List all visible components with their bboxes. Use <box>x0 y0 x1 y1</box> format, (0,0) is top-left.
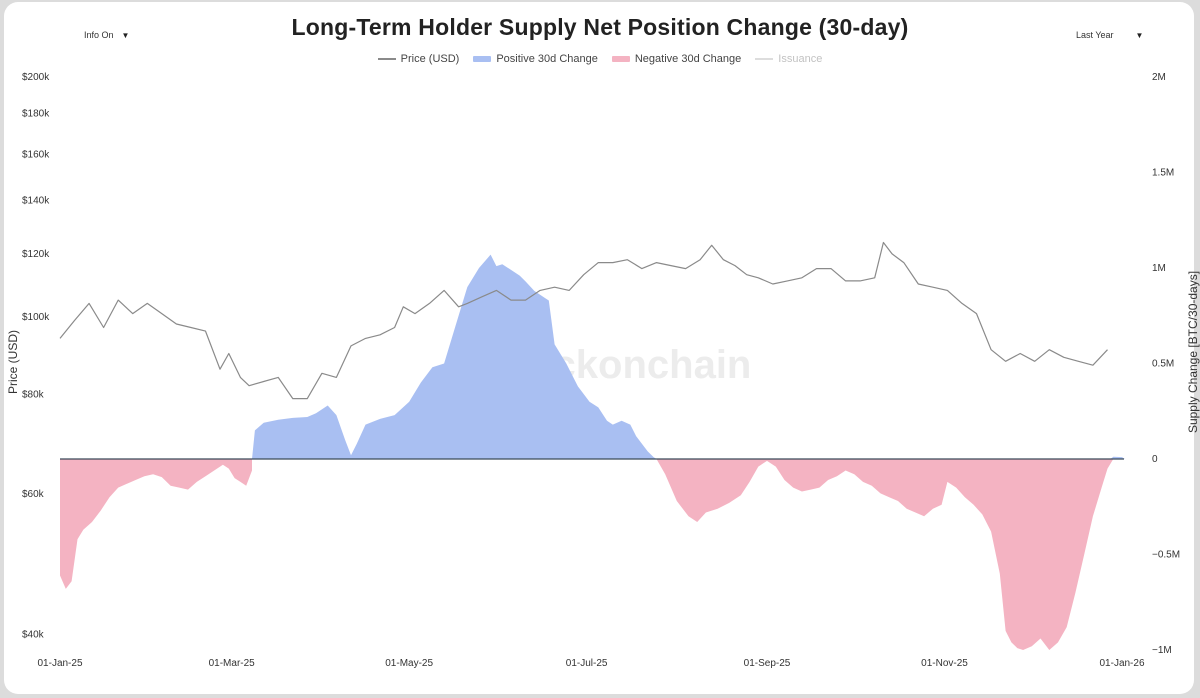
x-tick-label: 01-Jan-26 <box>1099 658 1144 669</box>
right-tick-label: 1.5M <box>1152 168 1174 179</box>
negative-area-3 <box>656 459 1114 650</box>
chart-title: Long-Term Holder Supply Net Position Cha… <box>291 14 909 40</box>
info-toggle-label: Info On <box>84 30 114 40</box>
legend-label-issuance: Issuance <box>778 53 823 65</box>
chevron-down-icon: ▼ <box>121 30 130 40</box>
x-tick-label: 01-Nov-25 <box>921 658 968 669</box>
left-tick-label: $80k <box>22 389 45 400</box>
left-tick-label: $140k <box>22 195 50 206</box>
legend-item-issuance[interactable]: Issuance <box>755 53 822 65</box>
chart-legend: Price (USD) Positive 30d Change Negative… <box>0 53 1200 65</box>
x-tick-label: 01-Mar-25 <box>209 658 256 669</box>
right-axis-title: Supply Change [BTC/30-days] <box>1186 271 1200 433</box>
legend-item-positive[interactable]: Positive 30d Change <box>473 53 598 65</box>
legend-swatch-price <box>377 58 396 60</box>
legend-item-negative[interactable]: Negative 30d Change <box>611 53 742 65</box>
left-tick-label: $160k <box>22 149 50 160</box>
legend-label-negative: Negative 30d Change <box>634 53 742 65</box>
x-tick-label: 01-Sep-25 <box>744 658 791 669</box>
legend-swatch-issuance <box>755 58 774 60</box>
left-tick-label: $180k <box>22 108 50 119</box>
legend-swatch-positive <box>473 56 492 62</box>
right-tick-label: 0 <box>1152 454 1158 465</box>
positive-area-1 <box>252 254 657 459</box>
x-tick-label: 01-Jan-25 <box>37 658 82 669</box>
range-dropdown[interactable]: Last Year ▼ <box>1076 30 1143 40</box>
left-tick-label: $60k <box>22 489 45 500</box>
price-line <box>59 241 1108 400</box>
right-tick-label: 1M <box>1152 263 1166 274</box>
right-tick-label: −0.5M <box>1152 550 1180 561</box>
left-axis-title: Price (USD) <box>6 330 20 394</box>
right-tick-label: −1M <box>1152 645 1172 656</box>
legend-item-price[interactable]: Price (USD) <box>377 53 460 65</box>
negative-area-2 <box>60 459 252 589</box>
left-tick-label: $120k <box>22 249 50 260</box>
chart-card <box>4 2 1194 694</box>
chevron-down-icon: ▼ <box>1135 30 1144 40</box>
legend-label-positive: Positive 30d Change <box>496 53 598 65</box>
legend-swatch-negative <box>611 56 630 62</box>
range-dropdown-label: Last Year <box>1076 30 1114 40</box>
right-tick-label: 0.5M <box>1152 359 1174 370</box>
x-tick-label: 01-Jul-25 <box>566 658 608 669</box>
right-tick-label: 2M <box>1152 72 1166 83</box>
left-tick-label: $40k <box>22 629 45 640</box>
info-toggle-dropdown[interactable]: Info On ▼ <box>84 30 129 40</box>
left-tick-label: $200k <box>22 72 50 83</box>
legend-label-price: Price (USD) <box>400 53 460 65</box>
left-tick-label: $100k <box>22 312 50 323</box>
x-tick-label: 01-May-25 <box>385 658 433 669</box>
